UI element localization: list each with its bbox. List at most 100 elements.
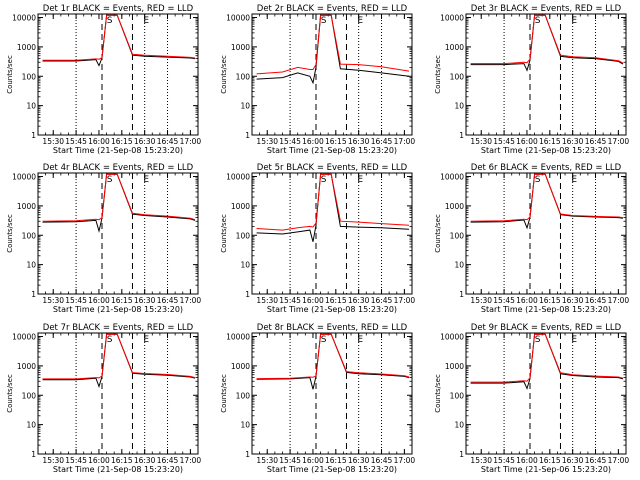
- x-axis-label: Start Time (21-Sep-06 15:23:20): [481, 465, 611, 474]
- y-axis-label: Counts/sec: [6, 214, 14, 253]
- marker-label: E: [571, 175, 577, 185]
- plot-frame: [465, 172, 627, 295]
- x-tick-label: 16:15: [111, 137, 133, 146]
- x-axis-label: Start Time (21-Sep-08 15:23:20): [53, 465, 183, 474]
- x-tick-label: 16:45: [371, 296, 393, 305]
- y-axis-label: Counts/sec: [220, 214, 228, 253]
- x-tick-label: 16:30: [134, 296, 156, 305]
- x-tick-label: 15:30: [42, 137, 64, 146]
- x-tick-label: 15:30: [470, 456, 492, 465]
- y-tick-label: 100: [236, 72, 251, 81]
- y-axis-label: Counts/sec: [6, 374, 14, 413]
- x-tick-label: 16:45: [157, 296, 179, 305]
- series-line-lld: [256, 14, 410, 75]
- x-tick-label: 16:15: [325, 456, 347, 465]
- x-tick-label: 15:45: [279, 137, 301, 146]
- chart-title: Det 4r BLACK = Events, RED = LLD: [43, 163, 194, 173]
- y-tick-label: 10000: [440, 333, 464, 342]
- x-tick-label: 16:45: [157, 456, 179, 465]
- marker-label: E: [357, 335, 363, 345]
- x-tick-label: 16:15: [111, 296, 133, 305]
- x-tick-label: 16:00: [302, 456, 324, 465]
- y-tick-label: 10: [26, 421, 36, 430]
- chart-panel-6: Det 6r BLACK = Events, RED = LLD Counts/s…: [434, 163, 629, 314]
- series-line-events: [42, 173, 196, 233]
- marker-label: E: [143, 335, 149, 345]
- marker-label: E: [357, 16, 363, 26]
- y-axis-label: Counts/sec: [220, 55, 228, 94]
- y-tick-label: 100: [236, 231, 251, 240]
- marker-label: S: [321, 16, 327, 26]
- x-tick-label: 16:00: [516, 296, 538, 305]
- chart-title: Det 2r BLACK = Events, RED = LLD: [257, 4, 408, 14]
- x-tick-label: 16:45: [585, 137, 607, 146]
- chart-panel-9: Det 9r BLACK = Events, RED = LLD Counts/s…: [434, 323, 629, 474]
- x-tick-label: 15:30: [256, 137, 278, 146]
- marker-label: E: [143, 16, 149, 26]
- plot-frame: [37, 13, 199, 136]
- y-tick-label: 10: [26, 102, 36, 111]
- x-tick-label: 15:45: [65, 296, 87, 305]
- y-tick-label: 10000: [440, 14, 464, 23]
- chart-title: Det 1r BLACK = Events, RED = LLD: [43, 4, 194, 14]
- marker-label: S: [107, 16, 113, 26]
- y-tick-label: 10000: [226, 333, 250, 342]
- y-tick-label: 1: [31, 450, 36, 459]
- y-tick-label: 1: [245, 131, 250, 140]
- marker-label: S: [107, 335, 113, 345]
- series-line-events: [470, 333, 624, 390]
- x-tick-label: 15:30: [470, 137, 492, 146]
- series-line-lld: [470, 333, 624, 383]
- y-tick-label: 1000: [445, 362, 464, 371]
- x-tick-label: 16:30: [562, 456, 584, 465]
- x-tick-label: 16:45: [157, 137, 179, 146]
- y-axis-label: Counts/sec: [434, 55, 442, 94]
- x-tick-label: 15:30: [256, 296, 278, 305]
- y-axis-label: Counts/sec: [434, 374, 442, 413]
- series-line-lld: [42, 333, 196, 380]
- y-tick-label: 100: [22, 231, 37, 240]
- y-tick-label: 1000: [231, 43, 250, 52]
- y-tick-label: 10: [240, 102, 250, 111]
- y-axis-label: Counts/sec: [220, 374, 228, 413]
- plot-frame: [251, 332, 413, 455]
- series-line-lld: [256, 173, 410, 231]
- x-tick-label: 16:45: [371, 137, 393, 146]
- y-tick-label: 1000: [231, 362, 250, 371]
- x-tick-label: 17:00: [394, 296, 416, 305]
- x-tick-label: 17:00: [608, 456, 630, 465]
- x-tick-label: 15:45: [279, 456, 301, 465]
- x-axis-label: Start Time (21-Sep-08 15:23:20): [53, 146, 183, 155]
- y-tick-label: 1: [245, 450, 250, 459]
- y-tick-label: 10000: [12, 14, 36, 23]
- chart-title: Det 3r BLACK = Events, RED = LLD: [471, 4, 622, 14]
- chart-panel-5: Det 5r BLACK = Events, RED = LLD Counts/s…: [220, 163, 415, 314]
- x-axis-label: Start Time (21-Sep-08 15:23:20): [53, 305, 183, 314]
- x-tick-label: 16:45: [371, 456, 393, 465]
- y-tick-label: 1000: [445, 202, 464, 211]
- x-tick-label: 15:30: [256, 456, 278, 465]
- series-line-events: [470, 173, 624, 230]
- chart-panel-4: Det 4r BLACK = Events, RED = LLD Counts/s…: [6, 163, 201, 314]
- y-tick-label: 1: [31, 290, 36, 299]
- chart-title: Det 8r BLACK = Events, RED = LLD: [257, 323, 408, 333]
- x-tick-label: 15:45: [493, 137, 515, 146]
- x-tick-label: 16:15: [539, 296, 561, 305]
- marker-label: E: [357, 175, 363, 185]
- x-tick-label: 16:30: [134, 456, 156, 465]
- x-tick-label: 15:45: [65, 456, 87, 465]
- y-tick-label: 1000: [445, 43, 464, 52]
- x-tick-label: 15:30: [42, 296, 64, 305]
- y-tick-label: 1: [459, 290, 464, 299]
- x-tick-label: 15:45: [279, 296, 301, 305]
- plot-frame: [465, 332, 627, 455]
- y-axis-label: Counts/sec: [434, 214, 442, 253]
- x-tick-label: 17:00: [180, 137, 202, 146]
- x-tick-label: 16:30: [348, 137, 370, 146]
- marker-label: S: [321, 175, 327, 185]
- x-tick-label: 16:30: [562, 137, 584, 146]
- marker-label: E: [571, 16, 577, 26]
- x-tick-label: 16:00: [302, 137, 324, 146]
- plot-frame: [37, 332, 199, 455]
- x-tick-label: 17:00: [180, 456, 202, 465]
